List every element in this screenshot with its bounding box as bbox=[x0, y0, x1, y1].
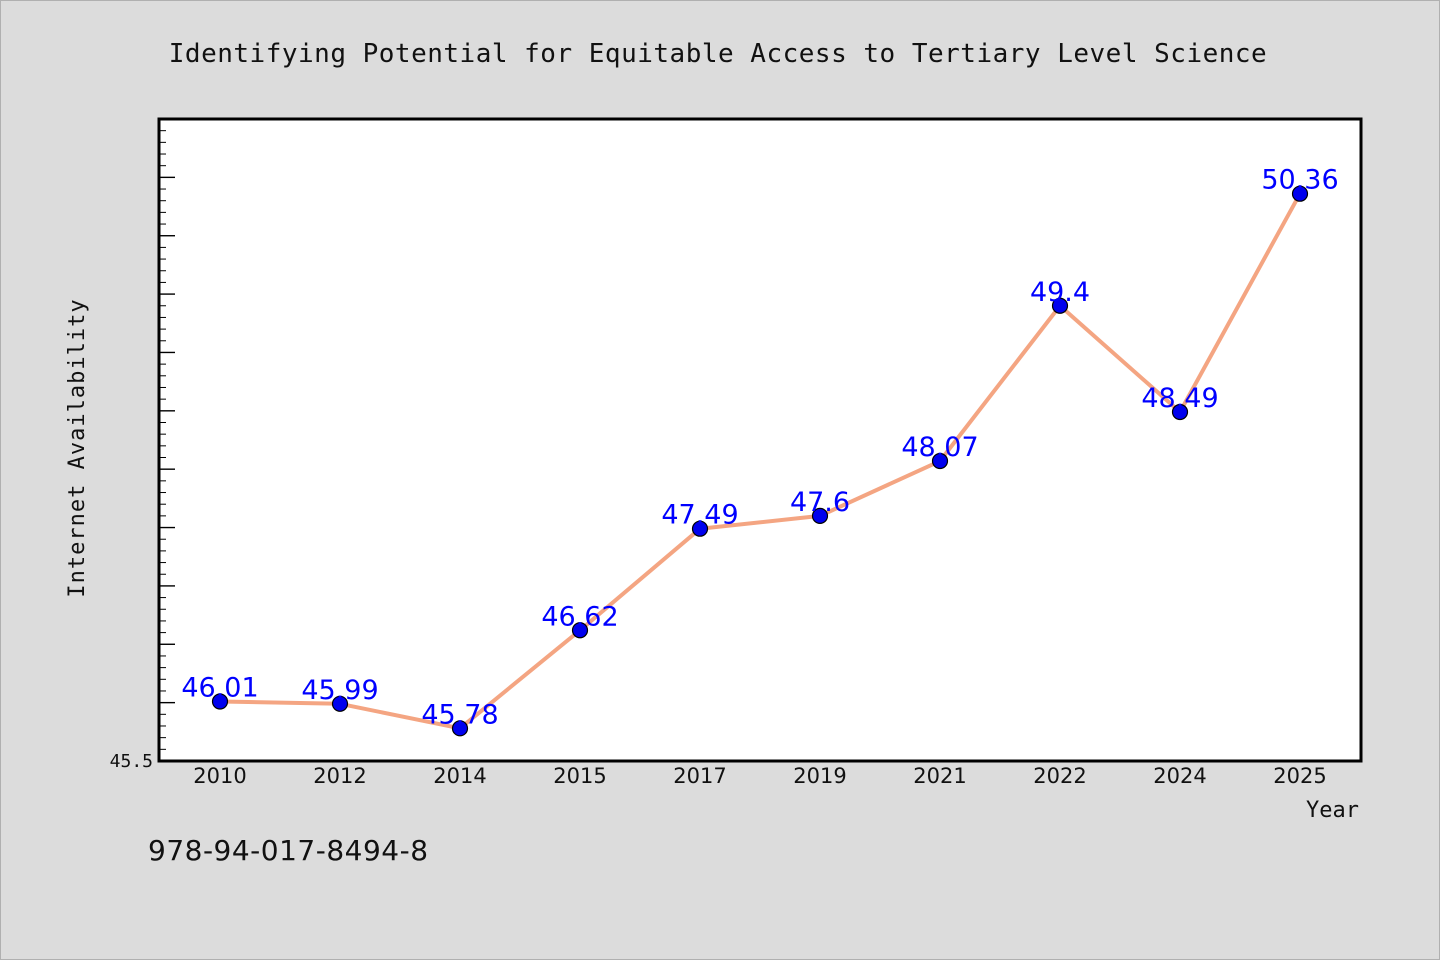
data-label: 45.78 bbox=[421, 699, 498, 730]
series-markers bbox=[211, 185, 1309, 737]
data-point bbox=[1171, 403, 1189, 421]
data-point bbox=[691, 520, 709, 537]
x-tick-label: 2012 bbox=[313, 764, 366, 788]
data-label: 46.62 bbox=[541, 601, 618, 632]
x-tick-label: 2010 bbox=[193, 764, 246, 788]
y-axis-label: Internet Availability bbox=[65, 298, 90, 597]
x-tick-label: 2024 bbox=[1153, 764, 1206, 788]
y-axis-tick-labels: 45.5 bbox=[110, 751, 153, 772]
data-point bbox=[331, 695, 349, 712]
x-axis-label: Year bbox=[1306, 798, 1359, 823]
data-point bbox=[211, 693, 229, 710]
data-point bbox=[571, 622, 589, 639]
series-line bbox=[218, 191, 1302, 731]
data-point bbox=[451, 720, 469, 737]
y-axis-ticks bbox=[159, 130, 175, 762]
x-tick-label: 2021 bbox=[913, 764, 966, 788]
plot-area bbox=[157, 117, 1363, 763]
x-tick-label: 2019 bbox=[793, 764, 846, 788]
chart-title: Identifying Potential for Equitable Acce… bbox=[169, 39, 1267, 69]
data-label: 47.6 bbox=[790, 487, 850, 518]
data-label: 46.01 bbox=[181, 672, 258, 703]
data-point bbox=[1291, 185, 1309, 202]
data-label: 49.4 bbox=[1030, 277, 1090, 308]
data-label: 48.49 bbox=[1141, 383, 1218, 414]
data-point bbox=[931, 452, 949, 470]
data-labels: 46.01 45.99 45.78 46.62 47.49 47.6 48.07 49.4 48… bbox=[181, 165, 1338, 731]
x-tick-label: 2017 bbox=[673, 764, 726, 788]
data-label: 45.99 bbox=[301, 675, 378, 706]
data-point bbox=[811, 507, 829, 524]
data-point bbox=[1051, 297, 1069, 314]
x-axis-tick-labels: 2010 2012 2014 2015 2017 2019 2021 2022 2024 2025 bbox=[193, 764, 1326, 788]
y-tick-label: 45.5 bbox=[110, 751, 153, 772]
x-tick-label: 2025 bbox=[1273, 764, 1326, 788]
isbn-text: 978-94-017-8494-8 bbox=[148, 834, 429, 867]
data-label: 47.49 bbox=[661, 500, 738, 531]
series-line-group bbox=[218, 191, 1302, 731]
x-tick-label: 2014 bbox=[433, 764, 486, 788]
x-tick-label: 2022 bbox=[1033, 764, 1086, 788]
data-label: 50.36 bbox=[1261, 165, 1338, 196]
data-label: 48.07 bbox=[901, 432, 978, 463]
x-tick-label: 2015 bbox=[553, 764, 606, 788]
